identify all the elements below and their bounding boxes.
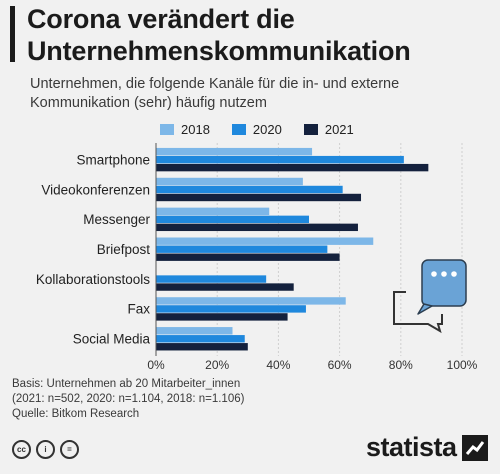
logo-text: statista (366, 432, 457, 462)
bar-2018 (156, 297, 346, 305)
basis-note-line2: (2021: n=502, 2020: n=1.104, 2018: n=1.1… (12, 393, 245, 405)
bar-2021 (156, 343, 248, 351)
category-label: Messenger (83, 212, 150, 227)
bar-2020 (156, 335, 245, 343)
legend-label-2021: 2021 (324, 122, 354, 137)
x-tick-label: 0% (147, 358, 165, 372)
x-tick-label: 40% (266, 358, 290, 372)
legend-swatch-2020 (231, 124, 246, 135)
bar-2021 (156, 223, 358, 232)
bar-2018 (156, 327, 233, 335)
legend-item-2018: 2018 (160, 122, 210, 137)
chat-bubble-icon (393, 259, 467, 334)
bar-2021 (156, 313, 288, 321)
license-icons: cc i = (12, 440, 79, 459)
logo-mark-icon (461, 434, 488, 461)
bar-2020 (156, 185, 343, 194)
statista-logo[interactable]: statista (366, 432, 488, 463)
bar-2018 (156, 207, 270, 216)
bar-2021 (156, 283, 294, 291)
chart-footer: Basis: Unternehmen ab 20 Mitarbeiter_inn… (12, 377, 342, 422)
bar-2020 (156, 155, 404, 164)
bar-2018 (156, 147, 313, 156)
bar-2021 (156, 163, 429, 172)
bar-2020 (156, 305, 306, 313)
legend-label-2020: 2020 (252, 122, 282, 137)
bar-2021 (156, 253, 340, 261)
bar-2018 (156, 177, 303, 186)
x-tick-label: 80% (389, 358, 413, 372)
source-note: Quelle: Bitkom Research (12, 408, 140, 420)
title-accent-bar (10, 6, 15, 62)
legend-item-2020: 2020 (231, 122, 282, 137)
category-label: Smartphone (76, 152, 150, 167)
legend-label-2018: 2018 (181, 122, 210, 137)
attribution-icon[interactable]: i (36, 440, 55, 459)
category-label: Social Media (73, 332, 151, 347)
bar-2020 (156, 215, 309, 224)
legend-item-2021: 2021 (303, 122, 354, 137)
bar-2018 (156, 237, 374, 245)
chart-subtitle: Unternehmen, die folgende Kanäle für die… (30, 76, 400, 111)
bar-2020 (156, 245, 328, 253)
no-derivatives-icon[interactable]: = (60, 440, 79, 459)
category-label: Kollaborationstools (36, 272, 150, 287)
basis-note-line1: Basis: Unternehmen ab 20 Mitarbeiter_inn… (12, 378, 241, 390)
legend-swatch-2018 (160, 124, 174, 135)
bar-2021 (156, 193, 362, 202)
x-tick-label: 100% (447, 358, 478, 372)
bar-2020 (156, 275, 267, 283)
chart-title: Corona verändert die Unternehmenskommuni… (27, 4, 411, 66)
category-label: Videokonferenzen (41, 182, 150, 197)
x-tick-label: 60% (328, 358, 352, 372)
cc-icon[interactable]: cc (12, 440, 31, 459)
x-tick-label: 20% (205, 358, 229, 372)
category-label: Briefpost (97, 242, 151, 257)
category-label: Fax (127, 302, 150, 317)
legend-swatch-2021 (303, 124, 318, 135)
chart-legend: 2018 2020 2021 (160, 122, 354, 137)
